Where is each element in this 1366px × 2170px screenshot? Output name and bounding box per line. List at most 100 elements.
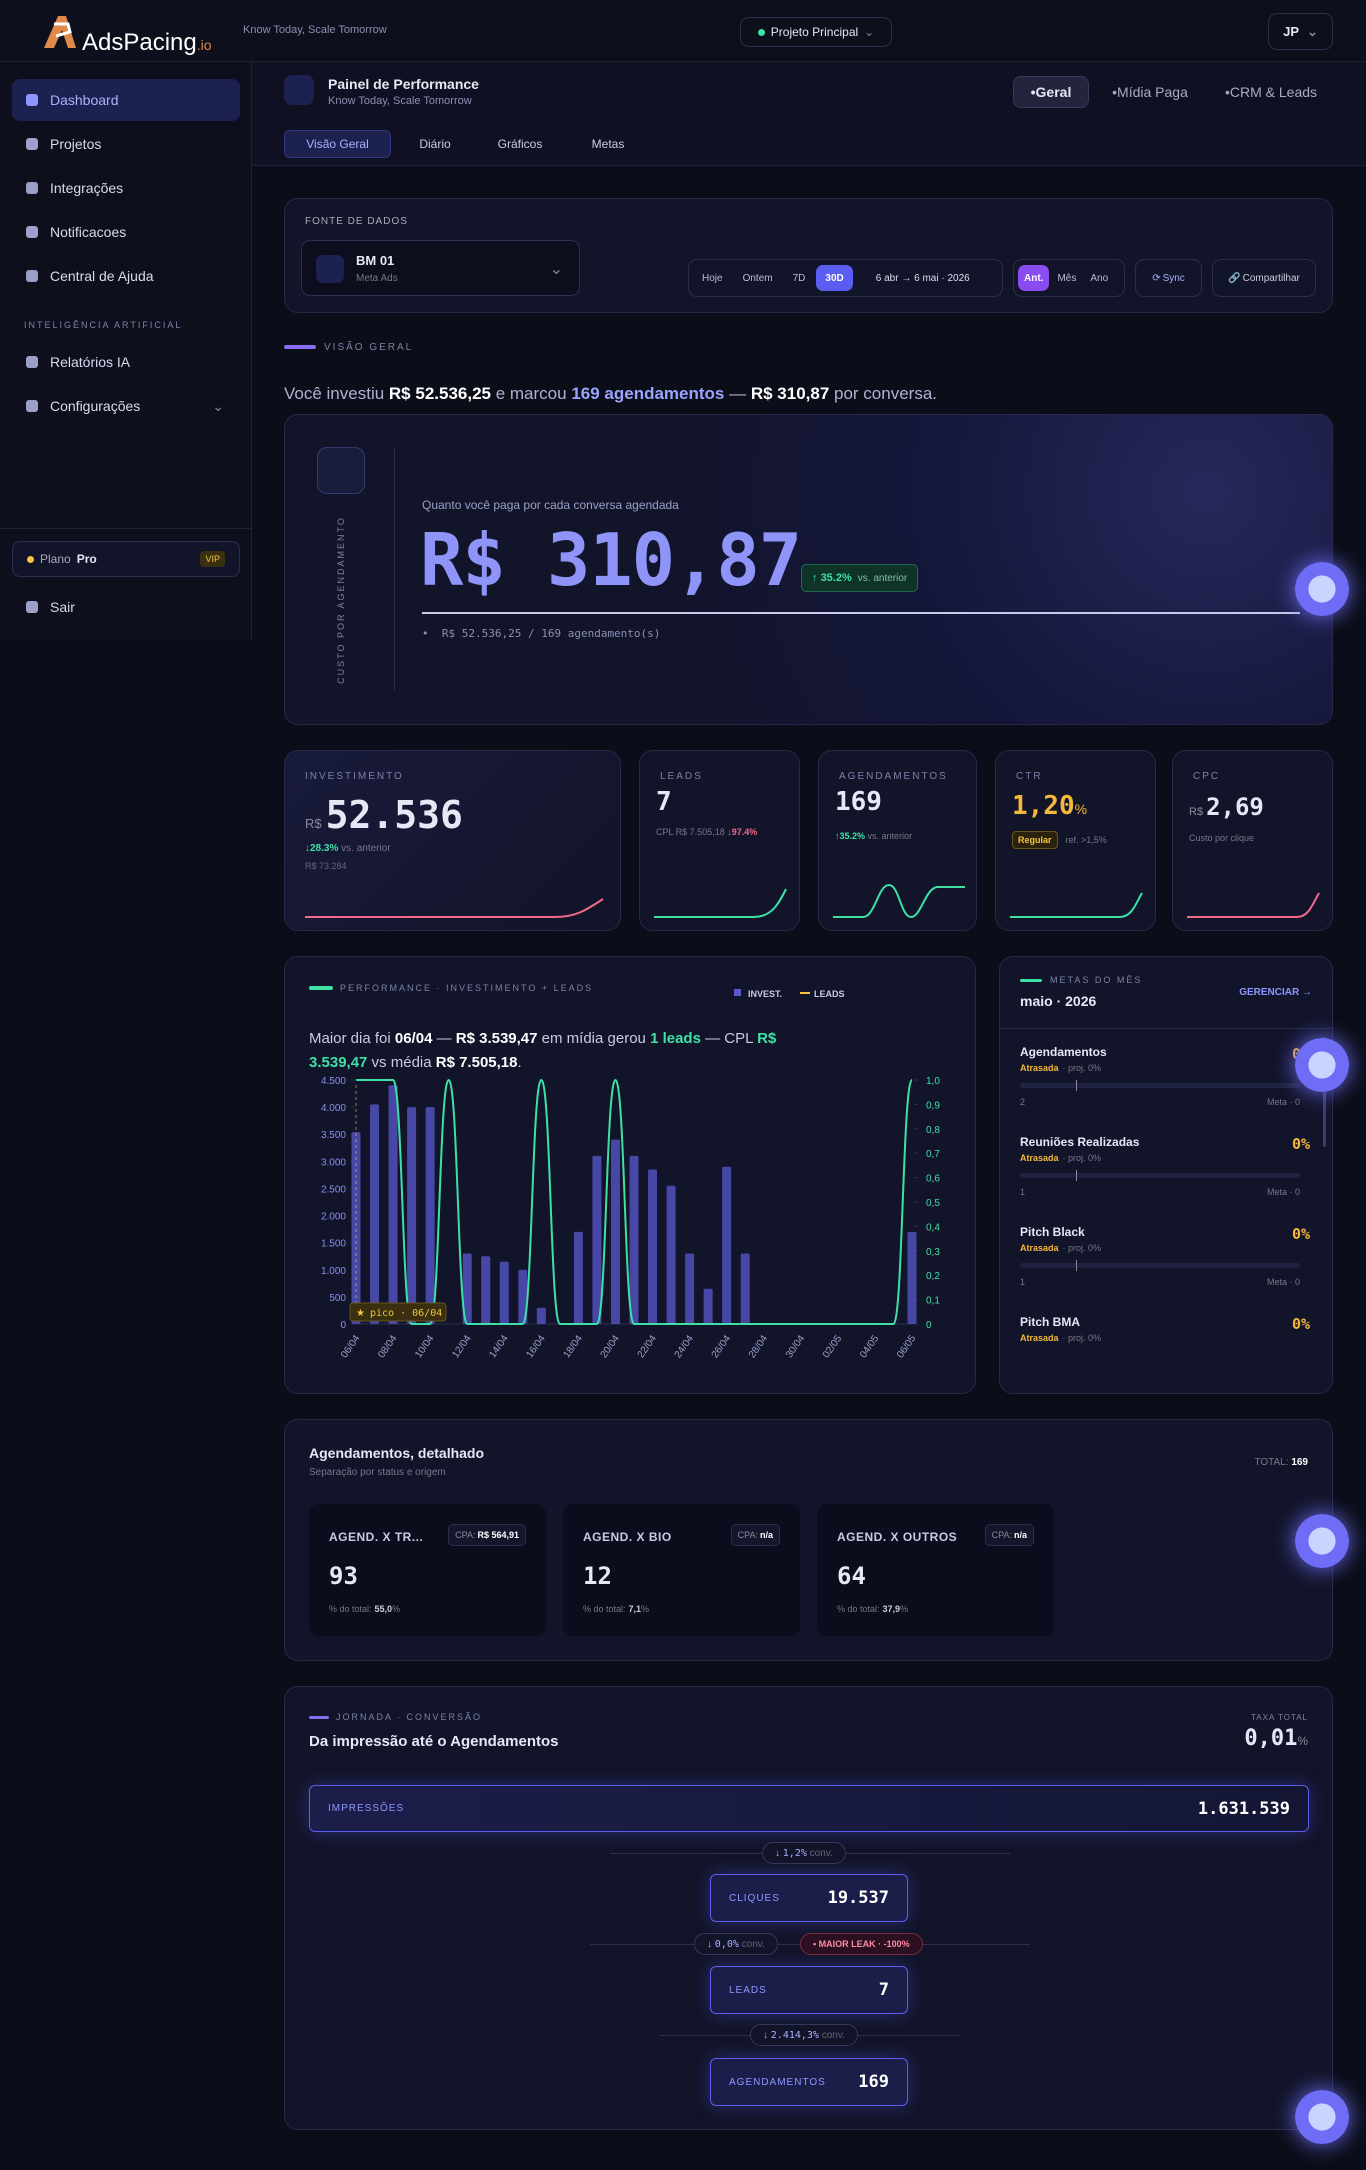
assistant-button[interactable]: [1295, 1514, 1349, 1568]
projection: · proj. 0%: [1062, 1063, 1102, 1073]
goals-period: maio · 2026: [1020, 993, 1097, 1009]
nav-label: Projetos: [50, 136, 102, 152]
y2-tick-label: 0,1: [926, 1296, 940, 1307]
y-tick-label: 4.500: [321, 1076, 346, 1087]
logout[interactable]: Sair: [12, 586, 240, 628]
x-tick-label: 22/04: [636, 1333, 660, 1360]
delta-note: vs. anterior: [857, 572, 908, 584]
goal-item: Pitch BMA 0% Atrasada · proj. 0%: [1020, 1315, 1310, 1393]
kpi-currency: R$: [1189, 806, 1204, 818]
x-tick-label: 16/04: [524, 1333, 548, 1360]
nav-label: Integrações: [50, 180, 124, 196]
assistant-button[interactable]: [1295, 1038, 1349, 1092]
icon: [26, 182, 38, 194]
nav-item[interactable]: Configurações ⌄: [12, 385, 240, 427]
subcard-name: AGEND. X OUTROS: [837, 1530, 958, 1544]
goal-name: Reuniões Realizadas: [1020, 1135, 1140, 1149]
decoration: R$ 2,69: [1189, 793, 1264, 821]
sparkline: [1010, 892, 1143, 918]
y-tick-label: 1.000: [321, 1266, 346, 1277]
subcard-share: % do total: 7,1%: [583, 1604, 649, 1614]
funnel-stage: CLIQUES 19.537: [710, 1874, 908, 1922]
date-range[interactable]: 6 abr → 6 mai · 2026: [875, 272, 970, 284]
goal-status: Atrasada · proj. 0%: [1020, 1333, 1101, 1343]
goal-target: Meta · 0: [1266, 1187, 1300, 1197]
text: .: [517, 1054, 522, 1071]
legend-label: LEADS: [814, 989, 845, 999]
x-tick-label: 12/04: [450, 1333, 474, 1360]
bar: [592, 1155, 602, 1324]
decoration: ↓28.3% vs. anterior: [305, 843, 391, 854]
goals-manage[interactable]: GERENCIAR →: [1239, 987, 1312, 998]
nav-item[interactable]: Integrações: [12, 167, 240, 209]
nav-item[interactable]: Dashboard: [12, 79, 240, 121]
tab[interactable]: • Geral: [1013, 76, 1089, 108]
x-tick-label: 06/05: [895, 1333, 919, 1360]
subtab[interactable]: Visão Geral: [284, 130, 391, 158]
account-select[interactable]: BM 01 Meta Ads ⌄: [301, 240, 580, 296]
range-btn[interactable]: 30D: [816, 265, 853, 291]
nav-item[interactable]: Relatórios IA: [12, 341, 240, 383]
user-initials: JP: [1283, 24, 1299, 39]
y-tick-label: 1.500: [321, 1239, 346, 1250]
subtab[interactable]: Diário: [419, 137, 451, 151]
text: e marcou: [491, 384, 572, 403]
range-btn[interactable]: Hoje: [702, 272, 723, 284]
tab[interactable]: • CRM & Leads: [1224, 84, 1318, 100]
hero-divider: [394, 447, 395, 690]
sidebar-section: INTELIGÊNCIA ARTIFICIAL: [24, 320, 183, 330]
nav-item[interactable]: Central de Ajuda: [12, 255, 240, 297]
subcard-value: 12: [583, 1562, 612, 1590]
accent-bar: [309, 1716, 329, 1719]
kpi-value: 169: [835, 787, 882, 817]
user-menu[interactable]: JP ⌄: [1268, 13, 1333, 50]
nav-item[interactable]: Notificacoes: [12, 211, 240, 253]
x-tick-label: 14/04: [487, 1333, 511, 1360]
decoration: [1000, 1028, 1332, 1029]
detail-subcard: AGEND. X TR... CPA: R$ 564,91 93 % do total:…: [309, 1504, 546, 1636]
subtab[interactable]: Metas: [591, 137, 625, 151]
compare-btn[interactable]: Ant.: [1018, 265, 1050, 291]
accent-bar: [284, 345, 316, 349]
goal-status: Atrasada · proj. 0%: [1020, 1063, 1101, 1073]
highlight: R$ 7.505,18: [435, 1054, 518, 1071]
text: Você investiu: [284, 384, 389, 403]
y-tick-label: 2.500: [321, 1184, 346, 1195]
subcard-cpa: CPA: R$ 564,91: [448, 1524, 526, 1546]
assistant-button[interactable]: [1295, 562, 1349, 616]
plan-box: Plano Pro VIP: [12, 541, 240, 577]
compare-btn[interactable]: Mês: [1057, 272, 1077, 284]
sync-btn[interactable]: ⟳ Sync: [1135, 259, 1202, 297]
bar: [370, 1104, 380, 1324]
cpa-label: CPA:: [455, 1530, 476, 1540]
compare-btn[interactable]: Ano: [1090, 272, 1109, 284]
goal-tick: [1076, 1170, 1077, 1181]
stage-name: IMPRESSÕES: [328, 1803, 405, 1814]
text: —: [724, 384, 751, 403]
assistant-button[interactable]: [1295, 2090, 1349, 2144]
total-value: 169: [1291, 1457, 1308, 1468]
tab[interactable]: • Mídia Paga: [1112, 84, 1188, 100]
goals-card: METAS DO MÊS maio · 2026 GERENCIAR → Age…: [999, 956, 1333, 1394]
subtab[interactable]: Gráficos: [497, 137, 543, 151]
goal-track: [1020, 1173, 1300, 1178]
bar: [518, 1269, 528, 1324]
decoration: [1020, 979, 1042, 982]
share-btn[interactable]: 🔗 Compartilhar: [1212, 259, 1316, 297]
plan-name: Pro: [76, 552, 97, 566]
share-unit: %: [900, 1604, 909, 1614]
projection: · proj. 0%: [1062, 1333, 1102, 1343]
bar: [536, 1307, 546, 1324]
nav-item[interactable]: Projetos: [12, 123, 240, 165]
text: em mídia gerou: [537, 1030, 651, 1047]
range-btn[interactable]: 7D: [792, 272, 806, 284]
decoration: [27, 555, 34, 563]
range-btn[interactable]: Ontem: [742, 272, 773, 284]
goal-current: 1: [1020, 1187, 1026, 1197]
project-selector[interactable]: Projeto Principal ⌄: [740, 17, 892, 47]
detail-total: TOTAL: 169: [1254, 1457, 1308, 1468]
kpi-value: 7: [656, 787, 672, 817]
funnel-stage: AGENDAMENTOS 169: [710, 2058, 908, 2106]
bar: [407, 1107, 417, 1324]
